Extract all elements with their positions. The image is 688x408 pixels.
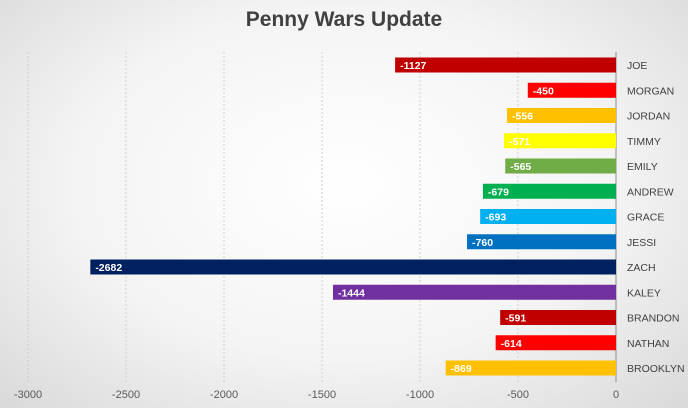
category-labels: JOE MORGAN JORDAN TIMMY EMILY ANDREW GRACE JESS… <box>627 60 685 375</box>
category-label: MORGAN <box>627 85 674 97</box>
data-label: -760 <box>472 237 493 249</box>
bar <box>495 335 616 351</box>
data-label: -591 <box>505 313 526 325</box>
bar <box>505 158 616 174</box>
category-label: ANDREW <box>627 186 674 198</box>
data-label: -556 <box>512 111 533 123</box>
category-label: ZACH <box>627 262 656 274</box>
bar <box>482 183 616 199</box>
bar <box>90 259 616 275</box>
x-tick-label: -3000 <box>14 389 42 401</box>
data-label: -450 <box>533 85 554 97</box>
category-label: TIMMY <box>627 136 661 148</box>
category-label: JESSI <box>627 237 656 249</box>
bar <box>527 82 616 98</box>
category-label: BRANDON <box>627 313 680 325</box>
x-tick-label: -1000 <box>406 389 434 401</box>
data-label: -1127 <box>400 60 426 72</box>
bar <box>500 310 616 325</box>
bar <box>445 360 616 376</box>
data-label: -565 <box>510 161 531 173</box>
category-label: BROOKLYN <box>627 363 685 375</box>
category-label: EMILY <box>627 161 658 173</box>
bar <box>467 234 616 250</box>
bars: -1127 -450 -556 -571 -565 -679 -693 -760 -2682 -1… <box>90 57 616 376</box>
x-tick-label: 0 <box>613 389 619 401</box>
bar <box>480 209 616 224</box>
x-tick-label: -500 <box>507 389 529 401</box>
category-label: GRACE <box>627 212 664 224</box>
category-label: JOE <box>627 60 647 72</box>
x-tick-label: -1500 <box>308 389 336 401</box>
data-label: -1444 <box>338 287 365 299</box>
x-tick-label: -2500 <box>112 389 140 401</box>
x-tick-labels: -3000 -2500 -2000 -1500 -1000 -500 0 <box>14 389 619 401</box>
data-label: -679 <box>488 186 509 198</box>
bar <box>395 57 616 73</box>
data-label: -571 <box>509 136 530 148</box>
data-label: -869 <box>451 363 472 375</box>
category-label: NATHAN <box>627 338 669 350</box>
data-label: -2682 <box>95 262 122 274</box>
data-label: -614 <box>501 338 522 350</box>
category-label: JORDAN <box>627 111 670 123</box>
bar <box>332 284 616 300</box>
chart-title: Penny Wars Update <box>245 8 443 31</box>
x-tick-label: -2000 <box>210 389 238 401</box>
bar <box>507 108 616 123</box>
bar <box>504 133 616 149</box>
data-label: -693 <box>485 212 506 224</box>
category-label: KALEY <box>627 287 661 299</box>
